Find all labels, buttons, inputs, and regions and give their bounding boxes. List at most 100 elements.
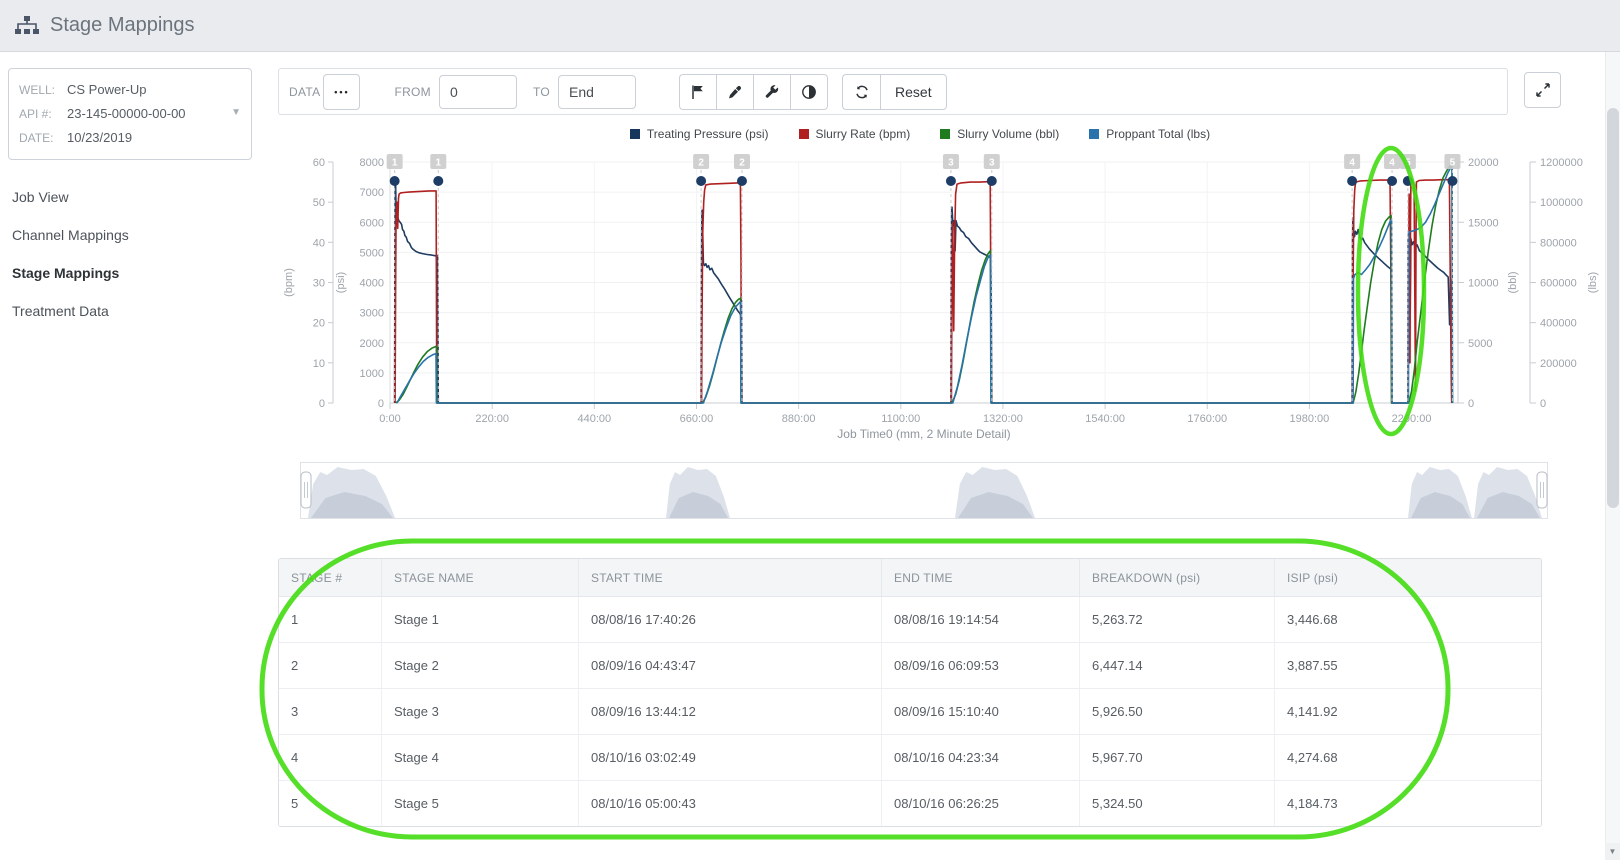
svg-text:220:00: 220:00 [475,413,509,425]
vertical-scrollbar[interactable]: ▼ [1605,52,1620,860]
column-header: STAGE NAME [381,559,578,596]
chart-toolbar: DATA ••• FROM TO Reset [278,68,1508,115]
stage-table-header: STAGE # STAGE NAME START TIME END TIME BREAK… [279,559,1541,597]
table-row[interactable]: 2 Stage 2 08/09/16 04:43:47 08/09/16 06:09:… [279,643,1541,689]
data-label: DATA [289,84,321,99]
sidebar-item-stage-mappings[interactable]: Stage Mappings [12,265,120,281]
legend-item[interactable]: Slurry Volume (bbl) [940,127,1059,141]
table-cell: Stage 1 [381,597,578,642]
svg-text:20: 20 [313,318,325,330]
column-header: START TIME [578,559,881,596]
eyedropper-button[interactable] [716,73,754,110]
table-cell: 2 [291,658,299,673]
column-header: BREAKDOWN (psi) [1079,559,1274,596]
table-cell: 08/09/16 13:44:12 [578,689,881,734]
well-info-card: WELL: CS Power-Up API #: 23-145-00000-00-0… [8,68,252,160]
svg-text:4: 4 [1349,158,1355,169]
table-cell: Stage 5 [381,781,578,826]
legend-item[interactable]: Treating Pressure (psi) [629,127,769,141]
app-header: Stage Mappings [0,0,1620,52]
svg-text:4000: 4000 [360,278,384,290]
from-input[interactable] [438,74,517,109]
sidebar-item-treatment-data[interactable]: Treatment Data [12,303,109,319]
svg-text:1000: 1000 [360,368,384,380]
table-cell: 08/10/16 06:26:25 [881,781,1079,826]
table-cell: 08/09/16 04:43:47 [578,643,881,688]
page-title: Stage Mappings [50,14,195,36]
flag-button[interactable] [679,73,717,110]
sidebar-item-channel-mappings[interactable]: Channel Mappings [12,227,129,243]
chevron-down-icon[interactable]: ▼ [231,107,241,118]
svg-text:2: 2 [739,158,745,169]
api-value: 23-145-00000-00-00 [67,106,186,121]
svg-text:0: 0 [319,398,325,410]
svg-text:(bpm): (bpm) [283,268,295,297]
well-label: WELL: [19,83,56,97]
from-label: FROM [394,84,431,99]
contrast-button[interactable] [790,73,829,110]
navigator-handle[interactable] [300,471,312,509]
scrollbar-thumb[interactable] [1607,108,1619,508]
svg-text:10000: 10000 [1468,278,1499,290]
table-row[interactable]: 1 Stage 1 08/08/16 17:40:26 08/08/16 19:14:… [279,597,1541,643]
table-cell: 08/09/16 15:10:40 [881,689,1079,734]
table-row[interactable]: 3 Stage 3 08/09/16 13:44:12 08/09/16 15:10:… [279,689,1541,735]
svg-text:400000: 400000 [1540,318,1577,330]
table-cell: 1 [291,612,299,627]
svg-text:440:00: 440:00 [577,413,611,425]
to-input[interactable] [558,74,637,109]
svg-text:3: 3 [948,158,954,169]
column-header: ISIP (psi) [1274,559,1541,596]
legend-item[interactable]: Proppant Total (lbs) [1089,127,1210,141]
table-cell: Stage 2 [381,643,578,688]
svg-text:2000: 2000 [360,338,384,350]
table-cell: 5,263.72 [1079,597,1274,642]
svg-text:1320:00: 1320:00 [983,413,1023,425]
svg-text:(bbl): (bbl) [1507,271,1519,293]
svg-text:600000: 600000 [1540,278,1577,290]
svg-text:7000: 7000 [360,187,384,199]
chart-tools-group [679,73,829,110]
legend-swatch [629,129,640,139]
api-label: API #: [19,107,52,121]
chart-navigator[interactable] [300,458,1548,522]
svg-text:2: 2 [698,158,704,169]
reset-button[interactable]: Reset [880,73,947,110]
svg-text:0:00: 0:00 [379,413,400,425]
eyedropper-icon [727,84,743,100]
svg-text:5000: 5000 [1468,338,1492,350]
svg-text:30: 30 [313,278,325,290]
scroll-down-arrow-icon[interactable]: ▼ [1605,843,1620,860]
table-cell: 08/09/16 06:09:53 [881,643,1079,688]
svg-text:10: 10 [313,358,325,370]
wrench-button[interactable] [753,73,791,110]
table-row[interactable]: 5 Stage 5 08/10/16 05:00:43 08/10/16 06:26:… [279,781,1541,826]
svg-text:(psi): (psi) [335,272,347,293]
table-cell: 6,447.14 [1079,643,1274,688]
table-cell: Stage 4 [381,735,578,780]
data-menu-button[interactable]: ••• [323,73,361,110]
legend-item[interactable]: Slurry Rate (bpm) [798,127,910,141]
legend-label: Treating Pressure (psi) [646,127,769,141]
svg-text:1540:00: 1540:00 [1085,413,1125,425]
navigator-handle[interactable] [1536,471,1548,509]
expand-button[interactable] [1524,72,1561,108]
refresh-reset-group: Reset [842,73,947,110]
svg-text:0: 0 [1540,398,1546,410]
svg-text:4: 4 [1389,158,1395,169]
svg-text:1: 1 [436,158,442,169]
table-cell: 3 [291,704,299,719]
legend-label: Proppant Total (lbs) [1106,127,1211,141]
table-cell: 4,184.73 [1274,781,1541,826]
refresh-button[interactable] [842,73,881,110]
svg-text:8000: 8000 [360,157,384,169]
main-chart[interactable]: 0102030405060010002000300040005000600070… [278,118,1620,460]
well-value: CS Power-Up [67,82,147,97]
table-row[interactable]: 4 Stage 4 08/10/16 03:02:49 08/10/16 04:23:… [279,735,1541,781]
svg-text:(lbs): (lbs) [1587,272,1599,293]
table-cell: Stage 3 [381,689,578,734]
sidebar-item-job-view[interactable]: Job View [12,189,69,205]
svg-text:1: 1 [392,158,398,169]
svg-text:2200:00: 2200:00 [1392,413,1432,425]
